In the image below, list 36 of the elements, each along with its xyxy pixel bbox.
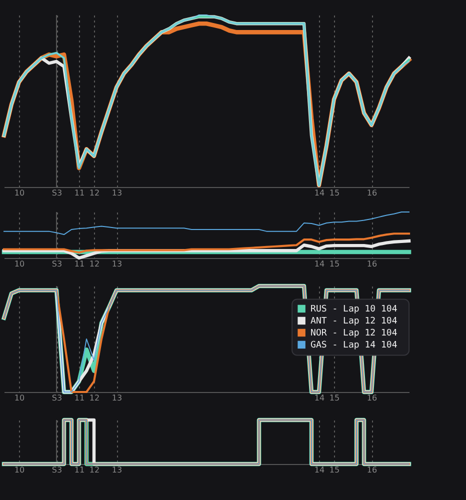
x-tick-label: 13 xyxy=(112,394,122,402)
x-tick-label: 10 xyxy=(14,394,25,402)
x-tick-label: 11 xyxy=(74,260,85,268)
x-tick-label: S3 xyxy=(52,260,62,268)
x-tick-label: 12 xyxy=(89,394,100,402)
x-tick-label: 14 xyxy=(314,188,325,198)
x-tick-label: 11 xyxy=(74,188,85,198)
x-tick-label: 15 xyxy=(329,260,340,268)
x-tick-label: 14 xyxy=(314,394,325,402)
legend-label: GAS - Lap 14 104 xyxy=(310,340,398,351)
legend-label: NOR - Lap 12 104 xyxy=(310,328,398,339)
x-tick-label: 10 xyxy=(14,260,25,268)
x-tick-label: 10 xyxy=(14,188,25,198)
x-tick-label: 12 xyxy=(89,260,100,268)
x-tick-label: 13 xyxy=(112,260,122,268)
legend-label: ANT - Lap 12 104 xyxy=(310,316,398,327)
x-tick-label: 11 xyxy=(74,394,85,402)
x-tick-label: 16 xyxy=(366,466,378,474)
x-tick-label: 11 xyxy=(74,466,85,474)
x-tick-label: S3 xyxy=(52,188,62,198)
legend-label: RUS - Lap 10 104 xyxy=(310,304,398,315)
x-tick-label: 16 xyxy=(366,188,378,198)
x-tick-label: S3 xyxy=(52,394,62,402)
x-tick-label: 13 xyxy=(112,466,122,474)
x-tick-label: 15 xyxy=(329,466,340,474)
x-tick-label: 12 xyxy=(89,466,100,474)
x-tick-label: S3 xyxy=(52,466,62,474)
x-tick-label: 13 xyxy=(112,188,122,198)
x-tick-label: 15 xyxy=(329,188,340,198)
x-tick-label: 12 xyxy=(89,188,100,198)
x-tick-label: 16 xyxy=(366,260,378,268)
x-tick-label: 10 xyxy=(14,466,25,474)
x-tick-label: 15 xyxy=(329,394,340,402)
x-tick-label: 14 xyxy=(314,260,325,268)
x-tick-label: 16 xyxy=(366,394,378,402)
x-tick-label: 14 xyxy=(314,466,325,474)
